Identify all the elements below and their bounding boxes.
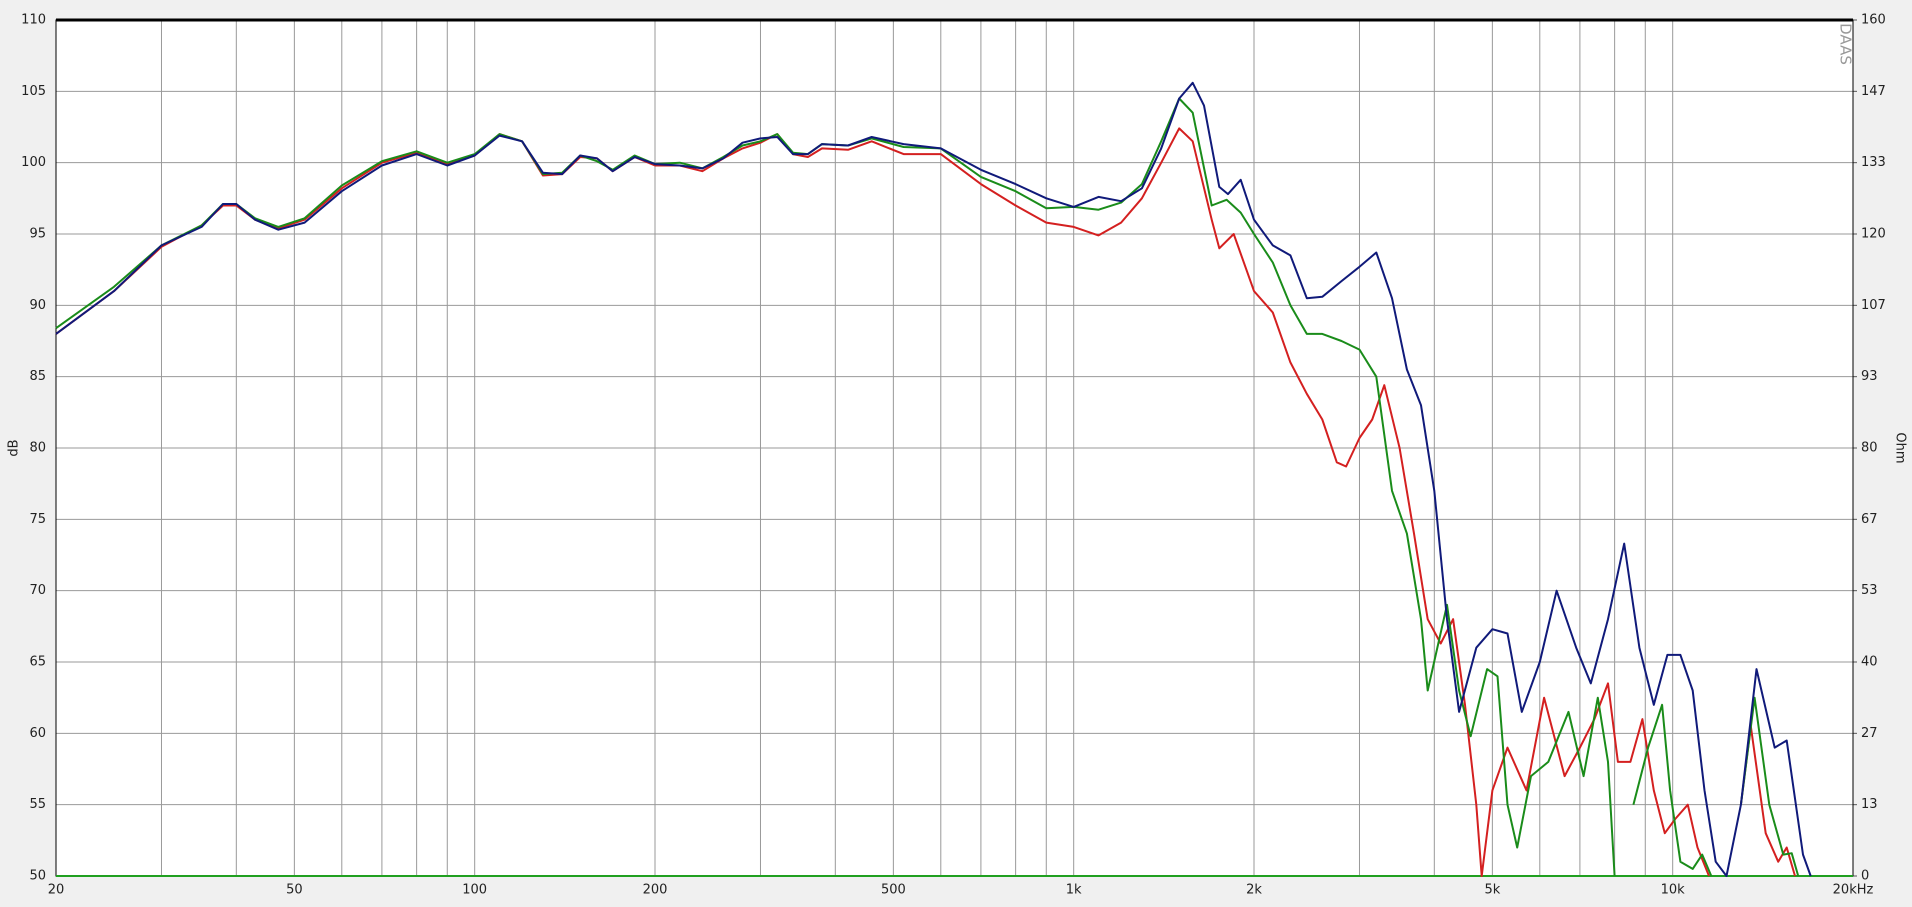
y2-tick-label: 40 — [1861, 655, 1878, 670]
y-tick-label: 95 — [29, 227, 46, 242]
y-tick-label: 110 — [21, 13, 46, 28]
y2-tick-label: 53 — [1861, 583, 1878, 598]
y-tick-label: 100 — [21, 155, 46, 170]
y2-tick-label: 147 — [1861, 84, 1886, 99]
x-tick-label: 500 — [881, 883, 906, 898]
y-tick-label: 90 — [29, 298, 46, 313]
y2-tick-label: 120 — [1861, 227, 1886, 242]
series-line — [55, 81, 1812, 877]
y-tick-label: 70 — [29, 583, 46, 598]
x-tick-label: 200 — [643, 883, 668, 898]
y-tick-label: 55 — [29, 797, 46, 812]
y2-tick-label: 27 — [1861, 726, 1878, 741]
y-axis-label: dB — [7, 439, 22, 456]
series-line — [55, 97, 1800, 877]
x-tick-label: 10k — [1661, 883, 1686, 898]
y2-tick-label: 0 — [1861, 869, 1869, 884]
x-tick-label: 20 — [48, 883, 65, 898]
y2-tick-label: 80 — [1861, 441, 1878, 456]
watermark: DAAS — [1837, 23, 1855, 65]
y-tick-label: 50 — [29, 869, 46, 884]
x-tick-label: 100 — [462, 883, 487, 898]
x-tick-label: 1k — [1066, 883, 1082, 898]
y-tick-label: 105 — [21, 84, 46, 99]
y-tick-label: 65 — [29, 655, 46, 670]
x-tick-label: 5k — [1484, 883, 1500, 898]
y2-tick-label: 67 — [1861, 512, 1878, 527]
x-tick-label: 20kHz — [1833, 883, 1874, 898]
x-tick-label: 50 — [286, 883, 303, 898]
y2-tick-label: 107 — [1861, 298, 1886, 313]
x-tick-label: 2k — [1246, 883, 1262, 898]
y-tick-label: 85 — [29, 369, 46, 384]
y-tick-label: 80 — [29, 441, 46, 456]
y2-tick-label: 160 — [1861, 13, 1886, 28]
y2-axis-label: Ohm — [1893, 432, 1908, 463]
y-tick-label: 75 — [29, 512, 46, 527]
y2-tick-label: 133 — [1861, 155, 1886, 170]
y2-tick-label: 93 — [1861, 369, 1878, 384]
y-tick-label: 60 — [29, 726, 46, 741]
y2-tick-label: 13 — [1861, 797, 1878, 812]
